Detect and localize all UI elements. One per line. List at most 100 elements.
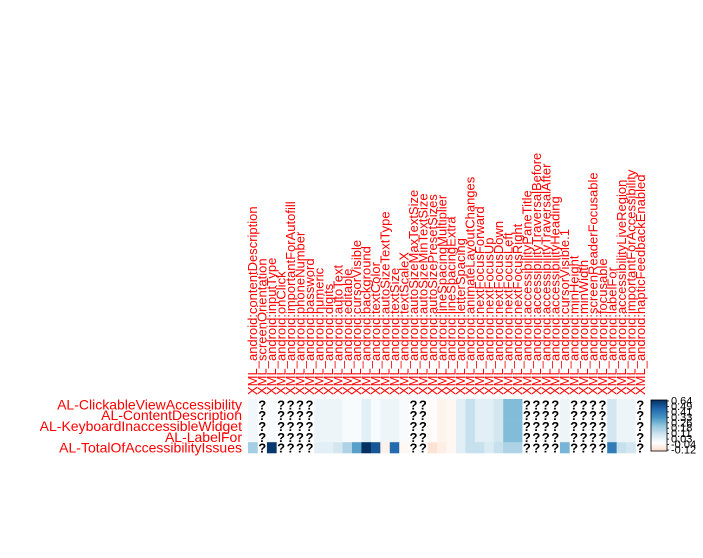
missing-marker: ? [636, 397, 644, 412]
heatmap-cell [314, 420, 324, 432]
heatmap-cell [351, 409, 362, 421]
column-label: XML_android:nextFocusUp [482, 237, 497, 395]
heatmap-cell [389, 409, 400, 421]
missing-marker: ? [598, 441, 606, 456]
column-label: XML_screenOrientation [255, 258, 270, 395]
heatmap-cell [266, 399, 277, 411]
legend-gradient-step [651, 411, 667, 414]
heatmap-cell [333, 420, 343, 432]
legend-gradient-step [651, 439, 667, 442]
heatmap-cell [342, 399, 353, 411]
missing-marker: ? [570, 408, 578, 423]
missing-marker: ? [277, 430, 285, 445]
legend-gradient-step [651, 422, 667, 425]
missing-marker: ? [589, 408, 597, 423]
row-labels: AL-ClickableViewAccessibilityAL-ContentD… [40, 396, 243, 455]
missing-markers: ????????????????????????????????????????… [258, 397, 644, 455]
column-label: XML_android:focusable [595, 258, 610, 395]
heatmap-cell [484, 399, 495, 411]
heatmap-cell [323, 399, 334, 411]
heatmap-cell [427, 409, 438, 421]
heatmap-cell [512, 409, 523, 421]
heatmap-cell [503, 420, 513, 432]
heatmap-cell [333, 442, 343, 454]
heatmap-cell [389, 442, 400, 454]
legend-gradient-step [651, 417, 667, 419]
heatmap-cell [370, 420, 381, 432]
heatmap-cell [503, 442, 513, 454]
missing-marker: ? [589, 430, 597, 445]
heatmap-cell [427, 431, 438, 443]
heatmap-cell [465, 409, 476, 421]
legend-gradient-step [651, 438, 667, 440]
legend-gradient-step [651, 431, 667, 433]
heatmap-cell [559, 431, 570, 443]
missing-marker: ? [570, 441, 578, 456]
heatmap-cell [484, 409, 495, 421]
legend-tick-label: 0.18 [671, 423, 692, 435]
heatmap-cell [248, 409, 258, 421]
heatmap-cell [474, 431, 485, 443]
heatmap-cell [465, 399, 476, 411]
missing-marker: ? [296, 441, 304, 456]
column-label: XML_android:cursorVisible.1 [557, 229, 572, 395]
legend-tick-label: 0.41 [671, 406, 692, 418]
heatmap-cell [503, 399, 513, 411]
column-label: XML_android:nextFocusLeft [500, 232, 515, 395]
heatmap-cell [266, 442, 277, 454]
missing-marker: ? [419, 419, 427, 434]
heatmap-cell [437, 409, 447, 421]
missing-marker: ? [305, 419, 313, 434]
missing-marker: ? [598, 430, 606, 445]
heatmap-cell [266, 420, 277, 432]
missing-marker: ? [551, 430, 559, 445]
legend-gradient-step [651, 405, 667, 408]
column-label: XML_android:onClick [274, 271, 289, 395]
heatmap-cell [493, 409, 504, 421]
heatmap-cell [248, 431, 258, 443]
column-label: XML_android:contentDescription [245, 206, 260, 395]
heatmap-cell [333, 409, 343, 421]
heatmap-cell [455, 409, 466, 421]
missing-marker: ? [277, 441, 285, 456]
heatmap-cell [370, 442, 381, 454]
column-label: XML_android:textSize [387, 268, 402, 395]
missing-marker: ? [523, 408, 531, 423]
heatmap-cell [361, 399, 372, 411]
heatmap-cell [361, 431, 372, 443]
missing-marker: ? [580, 408, 588, 423]
heatmap-cell [607, 431, 617, 443]
heatmap-cell [455, 399, 466, 411]
missing-marker: ? [598, 408, 606, 423]
missing-marker: ? [570, 397, 578, 412]
column-labels: XML_android:contentDescriptionXML_screen… [245, 153, 648, 395]
legend-gradient-step [651, 418, 667, 420]
missing-marker: ? [542, 441, 550, 456]
heatmap-cell [266, 409, 277, 421]
heatmap-cell [314, 442, 324, 454]
heatmap-cell [512, 442, 523, 454]
heatmap-cell [351, 431, 362, 443]
heatmap-cell [380, 409, 391, 421]
heatmap-cell [361, 442, 372, 454]
legend-gradient-step [651, 449, 667, 451]
legend-tick-label: 0.11 [671, 428, 692, 440]
legend-gradient-step [651, 405, 667, 407]
legend-gradient-step [651, 420, 667, 422]
column-label: XML_android:autoText [330, 265, 345, 395]
heatmap-cell [455, 442, 466, 454]
legend-gradient-step [651, 406, 667, 409]
heatmap-cell [370, 399, 381, 411]
heatmap-cell [380, 399, 391, 411]
heatmap-cell [399, 431, 409, 443]
missing-marker: ? [551, 408, 559, 423]
missing-marker: ? [287, 419, 295, 434]
missing-marker: ? [419, 430, 427, 445]
heatmap-cell [437, 442, 447, 454]
column-label: XML_android:textScaleX [396, 252, 411, 395]
legend-tick-label: -0.04 [671, 439, 696, 451]
legend-gradient-step [651, 411, 667, 413]
missing-marker: ? [580, 397, 588, 412]
missing-marker: ? [580, 441, 588, 456]
column-label: XML_android:lineSpacingExtra [444, 216, 459, 395]
